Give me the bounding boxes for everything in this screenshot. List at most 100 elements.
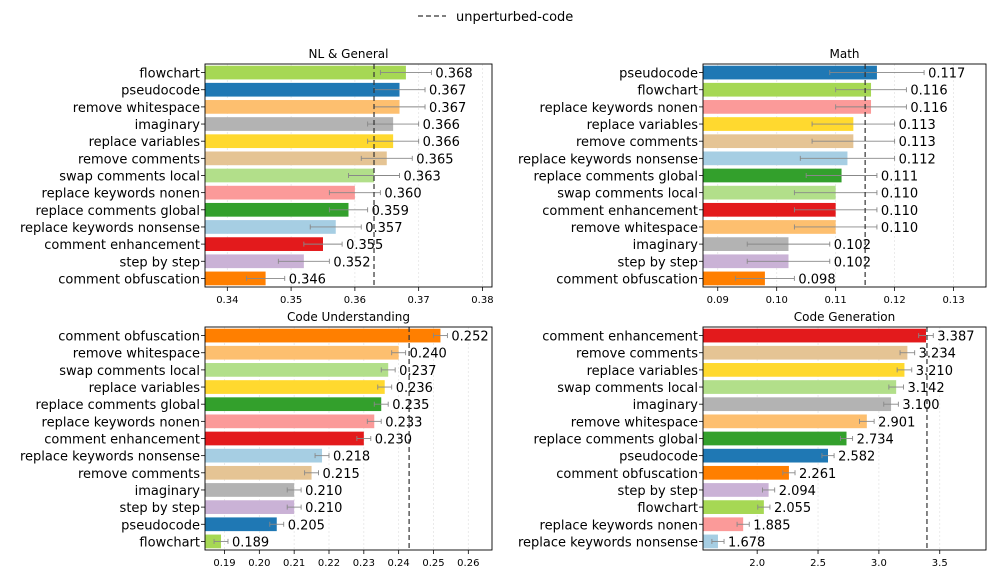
category-label: remove whitespace [73, 347, 200, 362]
category-label: comment obfuscation [556, 272, 698, 287]
data-label: 0.235 [392, 398, 429, 413]
bar [703, 134, 854, 149]
data-label: 2.055 [774, 501, 811, 516]
data-label: 0.210 [305, 501, 342, 516]
data-label: 0.110 [881, 187, 918, 202]
category-label: flowchart [637, 84, 698, 99]
bar [703, 254, 789, 269]
x-tick-label: 0.21 [283, 558, 305, 569]
category-label: comment obfuscation [58, 330, 200, 345]
data-label: 0.113 [899, 135, 936, 150]
bar [703, 271, 765, 286]
x-tick-label: 2.0 [749, 558, 765, 569]
chart-title: Code Understanding [287, 310, 410, 324]
x-tick-label: 0.13 [942, 295, 964, 306]
bar [703, 100, 872, 114]
data-label: 3.210 [916, 364, 953, 379]
data-label: 0.363 [404, 170, 441, 185]
bar [205, 202, 349, 217]
category-label: pseudocode [121, 84, 200, 99]
bar [205, 397, 382, 412]
bar [205, 483, 295, 497]
x-tick-label: 0.37 [408, 295, 430, 306]
chart-panel-0: 0.368 flowchart 0.367 pseudocode 0.367 remove… [20, 47, 494, 306]
category-label: imaginary [633, 238, 699, 253]
bar [205, 363, 389, 377]
x-tick-label: 0.24 [388, 558, 410, 569]
bar [205, 151, 387, 166]
bar [205, 500, 295, 514]
chart-title: Math [829, 47, 859, 61]
x-tick-label: 2.5 [810, 558, 826, 569]
x-tick-label: 0.25 [422, 558, 444, 569]
x-tick-label: 0.23 [353, 558, 375, 569]
bar [703, 328, 926, 343]
category-label: replace comments global [534, 433, 698, 448]
x-tick-label: 0.12 [883, 295, 905, 306]
data-label: 3.234 [919, 347, 956, 362]
bar [703, 202, 836, 217]
x-tick-label: 0.22 [318, 558, 340, 569]
data-label: 3.100 [902, 398, 939, 413]
category-label: imaginary [135, 118, 201, 133]
legend: unperturbed-code [0, 6, 997, 26]
axes-frame [204, 63, 493, 288]
data-label: 0.210 [305, 484, 342, 499]
bar [703, 363, 905, 377]
category-label: remove comments [78, 152, 200, 167]
chart-panel-2: 0.252 comment obfuscation 0.240 remove whit… [20, 310, 493, 569]
data-label: 2.734 [857, 433, 894, 448]
data-label: 0.102 [834, 238, 871, 253]
category-label: pseudocode [619, 450, 698, 465]
category-label: swap comments local [59, 170, 200, 185]
data-label: 0.117 [928, 67, 965, 82]
bar [205, 328, 441, 343]
x-tick-label: 0.35 [280, 295, 302, 306]
category-label: replace comments global [36, 398, 200, 413]
data-label: 1.678 [728, 535, 765, 550]
x-tick-label: 0.19 [213, 558, 235, 569]
data-label: 0.116 [910, 101, 947, 116]
data-label: 0.346 [289, 272, 326, 287]
category-label: replace variables [89, 381, 201, 396]
legend-label: unperturbed-code [456, 10, 573, 25]
x-tick-label: 0.09 [707, 295, 729, 306]
data-label: 1.885 [753, 518, 790, 533]
data-label: 0.252 [451, 330, 488, 345]
category-label: replace keywords nonsense [518, 152, 698, 167]
bar [703, 220, 836, 234]
bar [205, 65, 406, 80]
category-label: replace variables [587, 118, 699, 133]
category-label: replace variables [89, 135, 201, 150]
x-tick-label: 0.10 [766, 295, 788, 306]
category-label: replace keywords nonen [42, 415, 200, 430]
data-label: 0.236 [396, 381, 433, 396]
category-label: remove whitespace [571, 415, 698, 430]
bar [205, 534, 222, 549]
category-label: flowchart [637, 501, 698, 516]
bar [703, 534, 718, 549]
bar [703, 500, 764, 514]
category-label: comment enhancement [542, 330, 698, 345]
bar [205, 117, 394, 131]
category-label: imaginary [633, 398, 699, 413]
data-label: 0.112 [899, 152, 936, 167]
data-label: 0.368 [435, 67, 472, 82]
bar [703, 345, 908, 360]
data-label: 0.365 [416, 152, 453, 167]
x-tick-label: 0.26 [457, 558, 479, 569]
bar [703, 397, 892, 412]
category-label: replace keywords nonsense [20, 221, 200, 236]
category-label: replace keywords nonsense [20, 450, 200, 465]
bar [205, 82, 400, 97]
data-label: 0.230 [375, 433, 412, 448]
bar [703, 168, 842, 183]
legend-graphic: unperturbed-code [418, 10, 573, 25]
category-label: comment enhancement [542, 204, 698, 219]
category-label: imaginary [135, 484, 201, 499]
category-label: replace variables [587, 364, 699, 379]
category-label: remove whitespace [571, 221, 698, 236]
data-label: 0.189 [232, 535, 269, 550]
chart-panel-1: 0.117 pseudocode 0.116 flowchart 0.116 replac… [518, 47, 987, 306]
chart-panel-3: 3.387 comment enhancement 3.234 remove comm… [518, 310, 987, 569]
